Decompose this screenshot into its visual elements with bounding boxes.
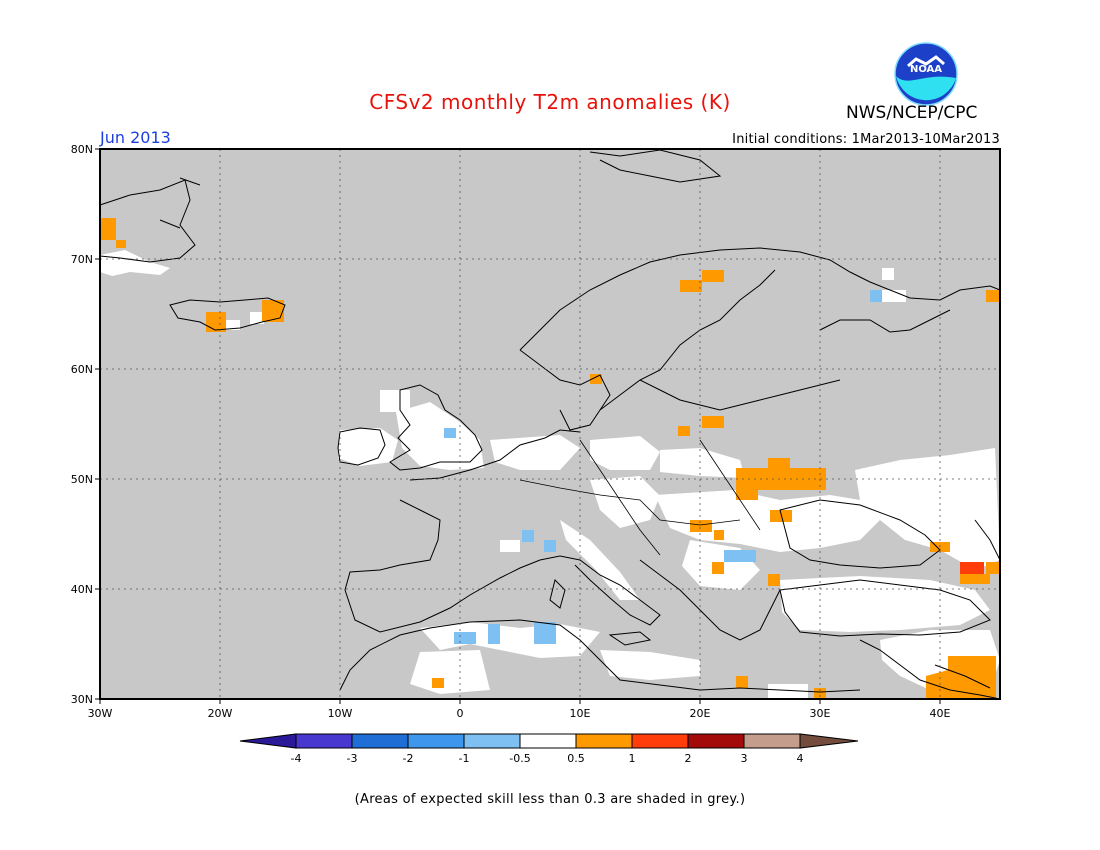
initial-conditions: Initial conditions: 1Mar2013-10Mar2013 bbox=[732, 132, 1000, 147]
colorbar-label: 3 bbox=[741, 752, 748, 765]
warm-anomaly-1-2 bbox=[960, 562, 984, 574]
colorbar-label: 1 bbox=[629, 752, 636, 765]
colorbar-swatch bbox=[519, 733, 577, 749]
colorbar-label: 0.5 bbox=[567, 752, 585, 765]
lat-label: 50N bbox=[71, 473, 93, 486]
colorbar-swatch bbox=[631, 733, 689, 749]
longitude-labels: 30W 20W 10W 0 10E 20E 30E 40E bbox=[88, 707, 951, 720]
colorbar: -4 -3 -2 -1 -0.5 0.5 1 2 3 4 bbox=[239, 733, 859, 765]
lon-label: 10E bbox=[570, 707, 591, 720]
lat-label: 60N bbox=[71, 363, 93, 376]
lat-label: 80N bbox=[71, 143, 93, 156]
colorbar-swatch bbox=[575, 733, 633, 749]
colorbar-swatch bbox=[743, 733, 801, 749]
colorbar-label: -3 bbox=[347, 752, 358, 765]
lon-label: 10W bbox=[328, 707, 353, 720]
lat-label: 40N bbox=[71, 583, 93, 596]
lat-label: 70N bbox=[71, 253, 93, 266]
colorbar-label: 4 bbox=[797, 752, 804, 765]
colorbar-label: -1 bbox=[459, 752, 470, 765]
colorbar-label: 2 bbox=[685, 752, 692, 765]
colorbar-label: -0.5 bbox=[509, 752, 530, 765]
logo-text: NOAA bbox=[910, 64, 942, 75]
lon-label: 30E bbox=[810, 707, 831, 720]
lon-label: 40E bbox=[930, 707, 951, 720]
cool-anomaly-minus1-minus0.5 bbox=[444, 290, 882, 644]
forecast-period: Jun 2013 bbox=[100, 128, 171, 147]
colorbar-label: -2 bbox=[403, 752, 414, 765]
agency-label: NWS/NCEP/CPC bbox=[846, 103, 978, 123]
latitude-labels: 80N 70N 60N 50N 40N 30N bbox=[71, 143, 93, 706]
colorbar-swatch bbox=[687, 733, 745, 749]
colorbar-label: -4 bbox=[291, 752, 302, 765]
skill-footnote: (Areas of expected skill less than 0.3 a… bbox=[354, 792, 746, 807]
lon-label: 0 bbox=[457, 707, 464, 720]
lon-label: 30W bbox=[88, 707, 113, 720]
colorbar-swatch bbox=[407, 733, 465, 749]
colorbar-arrow-low bbox=[239, 733, 297, 749]
lon-label: 20E bbox=[690, 707, 711, 720]
map-title: CFSv2 monthly T2m anomalies (K) bbox=[369, 90, 731, 114]
lat-label: 30N bbox=[71, 693, 93, 706]
lon-label: 20W bbox=[208, 707, 233, 720]
noaa-logo: NOAA bbox=[894, 42, 958, 106]
map-frame bbox=[99, 148, 1001, 700]
colorbar-swatch bbox=[295, 733, 353, 749]
colorbar-arrow-high bbox=[799, 733, 859, 749]
graticule bbox=[100, 149, 1000, 699]
colorbar-swatch bbox=[463, 733, 521, 749]
axis-ticks bbox=[95, 148, 941, 704]
colorbar-swatch bbox=[351, 733, 409, 749]
